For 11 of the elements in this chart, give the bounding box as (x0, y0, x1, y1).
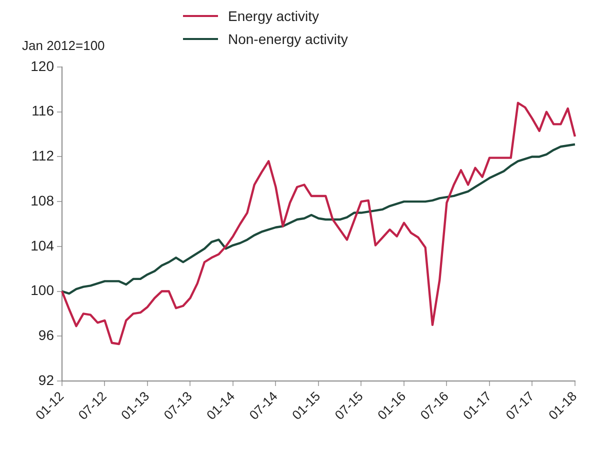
legend-label: Energy activity (227, 6, 320, 26)
y-tick-label: 100 (30, 282, 54, 298)
y-tick-label: 116 (32, 102, 54, 119)
y-tick-label: 112 (32, 148, 54, 164)
y-tick-label: 104 (30, 237, 54, 254)
legend-label: Non-energy activity (227, 30, 348, 49)
y-tick-label: 108 (30, 192, 54, 208)
y-axis-title: Jan 2012=100 (22, 38, 105, 53)
y-tick-label: 92 (38, 372, 54, 388)
y-tick-label: 120 (30, 58, 54, 74)
y-tick-label: 96 (38, 327, 54, 343)
